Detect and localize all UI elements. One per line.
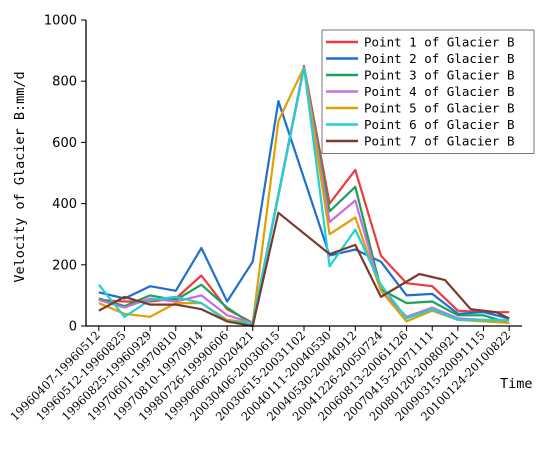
- x-axis-title: Time: [500, 376, 533, 392]
- legend-label-7: Point 7 of Glacier B: [364, 134, 515, 149]
- y-tick-label: 400: [52, 197, 77, 212]
- legend-label-5: Point 5 of Glacier B: [364, 101, 515, 116]
- legend-label-1: Point 1 of Glacier B: [364, 35, 515, 50]
- series-line-7: [98, 211, 510, 328]
- y-tick-label: 800: [52, 75, 77, 90]
- y-tick-label: 200: [52, 258, 77, 273]
- y-ticks: 0 200 400 600 800 1000: [44, 14, 86, 335]
- y-tick-label: 1000: [44, 14, 77, 29]
- legend-label-3: Point 3 of Glacier B: [364, 68, 515, 83]
- y-tick-label: 600: [52, 136, 77, 151]
- series-layer: [97, 64, 510, 328]
- legend-label-2: Point 2 of Glacier B: [364, 51, 515, 66]
- legend-label-4: Point 4 of Glacier B: [364, 84, 515, 99]
- y-tick-label: 0: [69, 320, 77, 335]
- series-line-2: [98, 100, 510, 320]
- x-ticks: 19960407-1996051219960512-19960825199608…: [8, 326, 513, 424]
- legend-label-6: Point 6 of Glacier B: [364, 117, 515, 132]
- y-axis-title: Velocity of Glacier B:mm/d: [12, 71, 28, 282]
- series-line-6: [97, 66, 510, 324]
